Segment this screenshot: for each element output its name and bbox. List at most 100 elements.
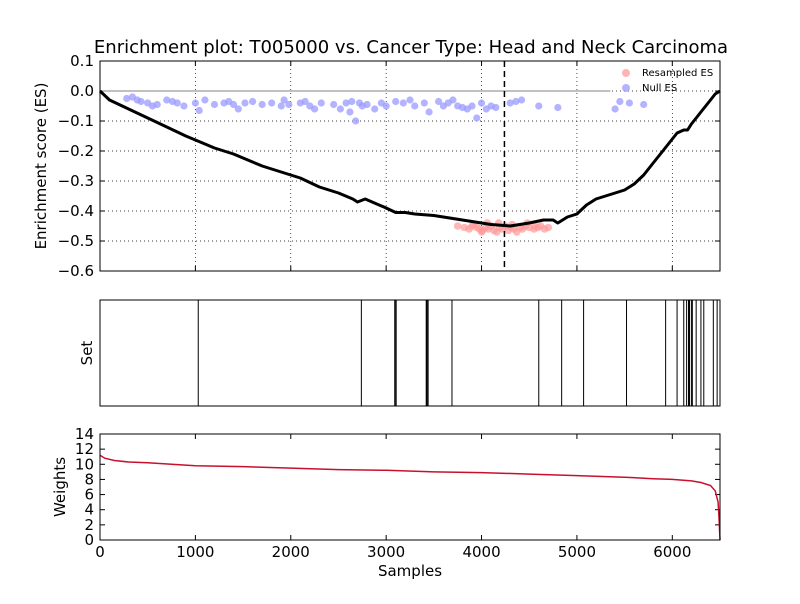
null-es-point [277, 102, 285, 110]
null-es-point [468, 102, 476, 110]
es-ytick-label-6: −0.5 [58, 232, 94, 250]
null-es-point [195, 106, 203, 115]
null-es-point [201, 96, 209, 104]
resampled-es-point [544, 223, 553, 232]
null-es-point [449, 96, 457, 104]
weights-xtick-label-2: 2000 [272, 543, 310, 561]
null-es-point [363, 100, 371, 109]
null-es-point [229, 100, 238, 109]
null-es-point [137, 97, 145, 106]
set-panel: Set [78, 299, 721, 407]
null-es-point [352, 117, 360, 125]
weights-ytick-label-4: 8 [84, 470, 94, 488]
chart-title: Enrichment plot: T005000 vs. Cancer Type… [94, 37, 728, 58]
null-es-point [258, 100, 266, 109]
null-es-point [506, 99, 514, 107]
es-ytick-label-5: −0.4 [58, 202, 94, 220]
legend-resampled-label: Resampled ES [642, 68, 713, 79]
null-es-point [420, 99, 428, 107]
weights-xtick-label-4: 4000 [462, 543, 500, 561]
null-es-point [625, 99, 633, 107]
null-es-point [348, 97, 356, 106]
null-es-point [234, 105, 242, 113]
null-es-point [285, 100, 293, 109]
weights-xtick-label-0: 0 [95, 543, 105, 561]
weights-ytick-label-1: 2 [84, 516, 94, 534]
null-es-point [406, 96, 414, 104]
weights-ylabel: Weights [51, 457, 69, 517]
null-es-point [163, 96, 171, 104]
null-es-point [191, 99, 199, 107]
set-ylabel: Set [78, 341, 96, 366]
es-ytick-label-4: −0.3 [58, 172, 94, 190]
legend-resampled-marker [622, 69, 630, 77]
null-es-point [336, 105, 344, 113]
weights-curve [99, 454, 721, 541]
weights-xticks: 0 1000 2000 3000 4000 5000 6000 [95, 434, 691, 561]
null-es-point [435, 97, 443, 106]
null-es-point [301, 97, 309, 106]
es-ytick-label-2: −0.1 [58, 112, 94, 130]
es-gridlines [100, 61, 720, 271]
weights-ytick-label-2: 4 [84, 501, 94, 519]
es-panel: Enrichment score (ES) 0.1 0.0 −0.1 −0.2 −0.3… [32, 52, 721, 280]
null-es-point [640, 100, 648, 109]
null-es-point [535, 102, 543, 110]
null-es-point [399, 99, 407, 107]
null-es-point [473, 114, 481, 122]
null-es-point [330, 100, 338, 109]
weights-ytick-label-5: 10 [75, 455, 94, 473]
es-frame [99, 60, 721, 272]
es-curve [98, 89, 721, 228]
es-yticks: 0.1 0.0 −0.1 −0.2 −0.3 −0.4 −0.5 −0.6 [58, 52, 720, 280]
weights-ytick-label-6: 12 [75, 440, 94, 458]
null-es-point [477, 99, 486, 107]
legend-null-label: Null ES [642, 83, 677, 94]
resampled-es-point [477, 228, 486, 236]
es-ytick-label-7: −0.6 [58, 262, 94, 280]
es-ytick-label-0: 0.1 [70, 52, 94, 70]
weights-xtick-label-6: 6000 [653, 543, 691, 561]
null-es-point [173, 99, 181, 107]
weights-ytick-label-7: 14 [75, 425, 94, 443]
null-es-point [518, 96, 526, 104]
null-es-point [342, 99, 350, 107]
es-xticks [194, 61, 673, 271]
null-es-point [512, 97, 520, 106]
null-es-point [371, 105, 379, 113]
resampled-es-point [531, 222, 539, 230]
weights-xtick-label-1: 1000 [176, 543, 214, 561]
null-es-point [317, 99, 325, 107]
null-es-point [241, 99, 249, 107]
null-es-point [180, 102, 188, 110]
null-es-point [153, 100, 161, 109]
null-es-point [382, 102, 390, 110]
weights-xtick-label-3: 3000 [367, 543, 405, 561]
null-es-point [249, 97, 257, 106]
null-es-point [554, 103, 562, 112]
set-hits [197, 300, 718, 406]
null-es-point [392, 97, 400, 106]
weights-xlabel: Samples [378, 562, 442, 580]
null-es-point [123, 94, 131, 103]
null-es-point [280, 96, 288, 104]
null-es-point [492, 103, 500, 112]
null-es-point [268, 99, 276, 107]
null-es-point [311, 105, 319, 113]
legend-null-marker [622, 84, 630, 92]
null-es-point [611, 105, 619, 113]
weights-ytick-label-0: 0 [84, 531, 94, 549]
es-ylabel: Enrichment score (ES) [32, 83, 50, 250]
null-es-point [210, 100, 219, 109]
resampled-es-point [453, 222, 462, 230]
es-ytick-label-3: −0.2 [58, 142, 94, 160]
weights-frame [99, 433, 721, 541]
es-ytick-label-1: 0.0 [70, 82, 94, 100]
weights-xtick-label-5: 5000 [558, 543, 596, 561]
null-es-point [425, 108, 433, 116]
null-es-point [616, 97, 624, 106]
